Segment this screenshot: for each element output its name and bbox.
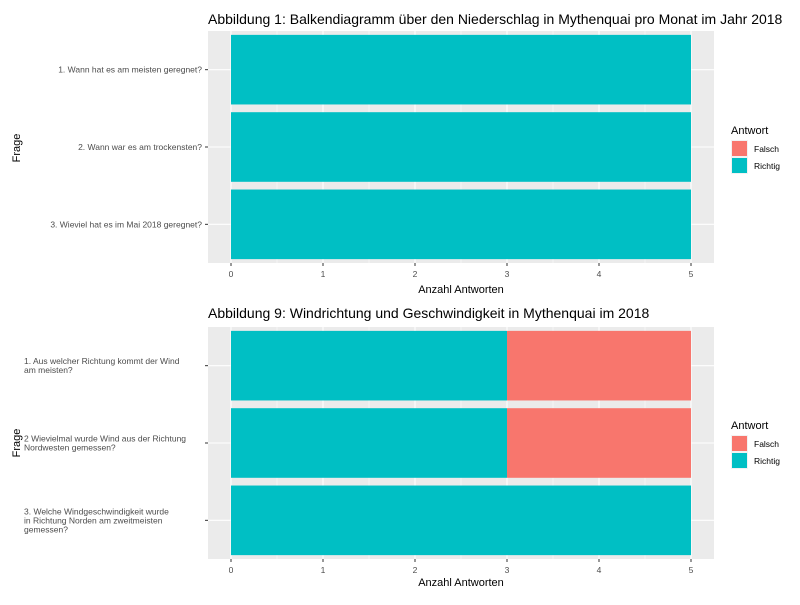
- legend-label: Richtig: [754, 161, 780, 171]
- legend-label: Falsch: [754, 144, 779, 154]
- x-tick-label: 0: [229, 269, 234, 279]
- bar-falsch: [507, 330, 691, 401]
- legend-label: Falsch: [754, 439, 779, 449]
- legend-key-richtig: [732, 158, 747, 173]
- bar-richtig: [231, 330, 507, 401]
- legend-key-falsch: [732, 141, 747, 156]
- x-axis-title: Anzahl Antworten: [418, 577, 504, 589]
- x-tick-label: 5: [689, 269, 694, 279]
- bar-richtig: [231, 112, 691, 182]
- x-tick-label: 1: [321, 565, 326, 575]
- x-tick-label: 2: [413, 565, 418, 575]
- legend-key-falsch: [732, 436, 747, 451]
- y-tick-label: 3. Wieviel hat es im Mai 2018 geregnet?: [50, 219, 202, 229]
- chart-panel-1: Abbildung 1: Balkendiagramm über den Nie…: [11, 11, 783, 296]
- bar-falsch: [507, 408, 691, 478]
- y-tick-label: 1. Aus welcher Richtung kommt der Wind am…: [24, 356, 180, 375]
- chart-title: Abbildung 1: Balkendiagramm über den Nie…: [208, 11, 783, 27]
- legend: Antwort Falsch Richtig: [731, 125, 780, 174]
- x-tick-label: 3: [505, 565, 510, 575]
- bar-richtig: [231, 485, 691, 556]
- y-tick-label: 2 Wievielmal wurde Wind aus der Richtung…: [24, 434, 186, 453]
- chart-title: Abbildung 9: Windrichtung und Geschwindi…: [208, 305, 649, 321]
- bar-richtig: [231, 189, 691, 260]
- y-axis-title: Frage: [11, 429, 23, 458]
- y-tick-label: 1. Wann hat es am meisten geregnet?: [58, 65, 202, 75]
- y-axis-title: Frage: [11, 134, 23, 163]
- y-tick-label: 3. Welche Windgeschwindigkeit wurde in Ri…: [24, 506, 169, 534]
- x-tick-label: 2: [413, 269, 418, 279]
- x-tick-label: 0: [229, 565, 234, 575]
- x-axis-title: Anzahl Antworten: [418, 284, 504, 296]
- legend-title: Antwort: [731, 125, 768, 137]
- chart-panel-2: Abbildung 9: Windrichtung und Geschwindi…: [11, 305, 780, 589]
- legend: Antwort Falsch Richtig: [731, 420, 780, 469]
- y-tick-label: 2. Wann war es am trockensten?: [78, 142, 202, 152]
- bar-richtig: [231, 34, 691, 105]
- x-tick-label: 1: [321, 269, 326, 279]
- bar-richtig: [231, 408, 507, 478]
- x-tick-label: 3: [505, 269, 510, 279]
- x-tick-label: 4: [597, 269, 602, 279]
- legend-label: Richtig: [754, 456, 780, 466]
- x-tick-label: 5: [689, 565, 694, 575]
- legend-key-richtig: [732, 453, 747, 468]
- x-tick-label: 4: [597, 565, 602, 575]
- legend-title: Antwort: [731, 420, 768, 432]
